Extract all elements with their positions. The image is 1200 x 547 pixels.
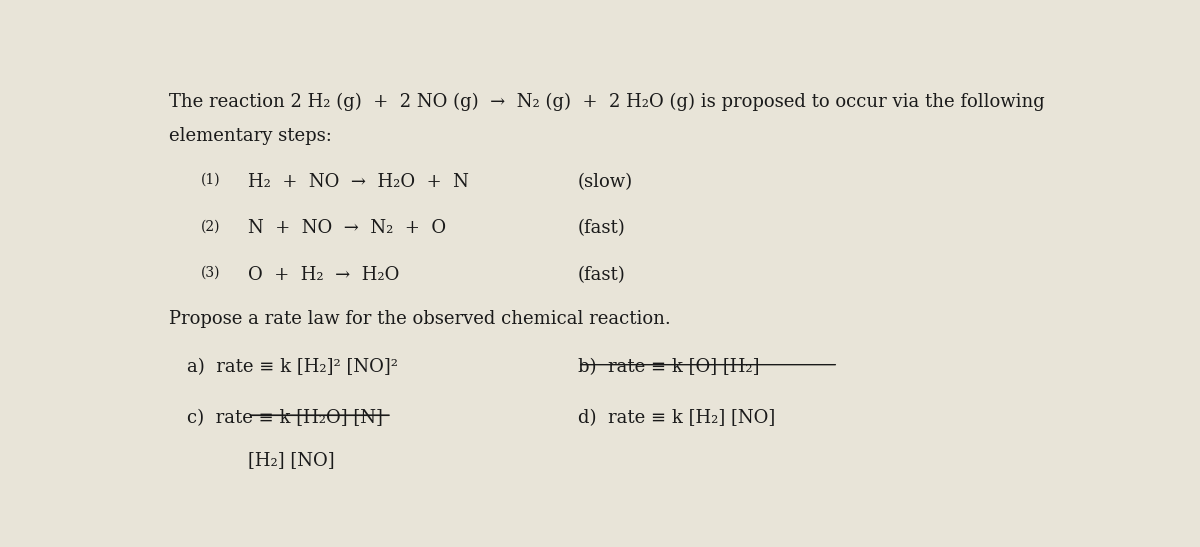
Text: H₂  +  NO  →  H₂O  +  N: H₂ + NO → H₂O + N	[247, 173, 468, 191]
Text: b)  rate ≡ k [O] [H₂]: b) rate ≡ k [O] [H₂]	[578, 358, 760, 376]
Text: (2): (2)	[202, 219, 221, 234]
Text: (fast): (fast)	[578, 219, 625, 237]
Text: c)  rate ≡ k [H₂O] [N]: c) rate ≡ k [H₂O] [N]	[187, 409, 383, 427]
Text: (slow): (slow)	[578, 173, 632, 191]
Text: a)  rate ≡ k [H₂]² [NO]²: a) rate ≡ k [H₂]² [NO]²	[187, 358, 398, 376]
Text: N  +  NO  →  N₂  +  O: N + NO → N₂ + O	[247, 219, 445, 237]
Text: [H₂] [NO]: [H₂] [NO]	[247, 451, 335, 469]
Text: (fast): (fast)	[578, 266, 625, 284]
Text: (1): (1)	[202, 173, 221, 187]
Text: The reaction 2 H₂ (g)  +  2 NO (g)  →  N₂ (g)  +  2 H₂O (g) is proposed to occur: The reaction 2 H₂ (g) + 2 NO (g) → N₂ (g…	[168, 93, 1044, 111]
Text: O  +  H₂  →  H₂O: O + H₂ → H₂O	[247, 266, 400, 284]
Text: d)  rate ≡ k [H₂] [NO]: d) rate ≡ k [H₂] [NO]	[578, 409, 775, 427]
Text: (3): (3)	[202, 266, 221, 280]
Text: elementary steps:: elementary steps:	[168, 127, 331, 145]
Text: Propose a rate law for the observed chemical reaction.: Propose a rate law for the observed chem…	[168, 310, 671, 328]
